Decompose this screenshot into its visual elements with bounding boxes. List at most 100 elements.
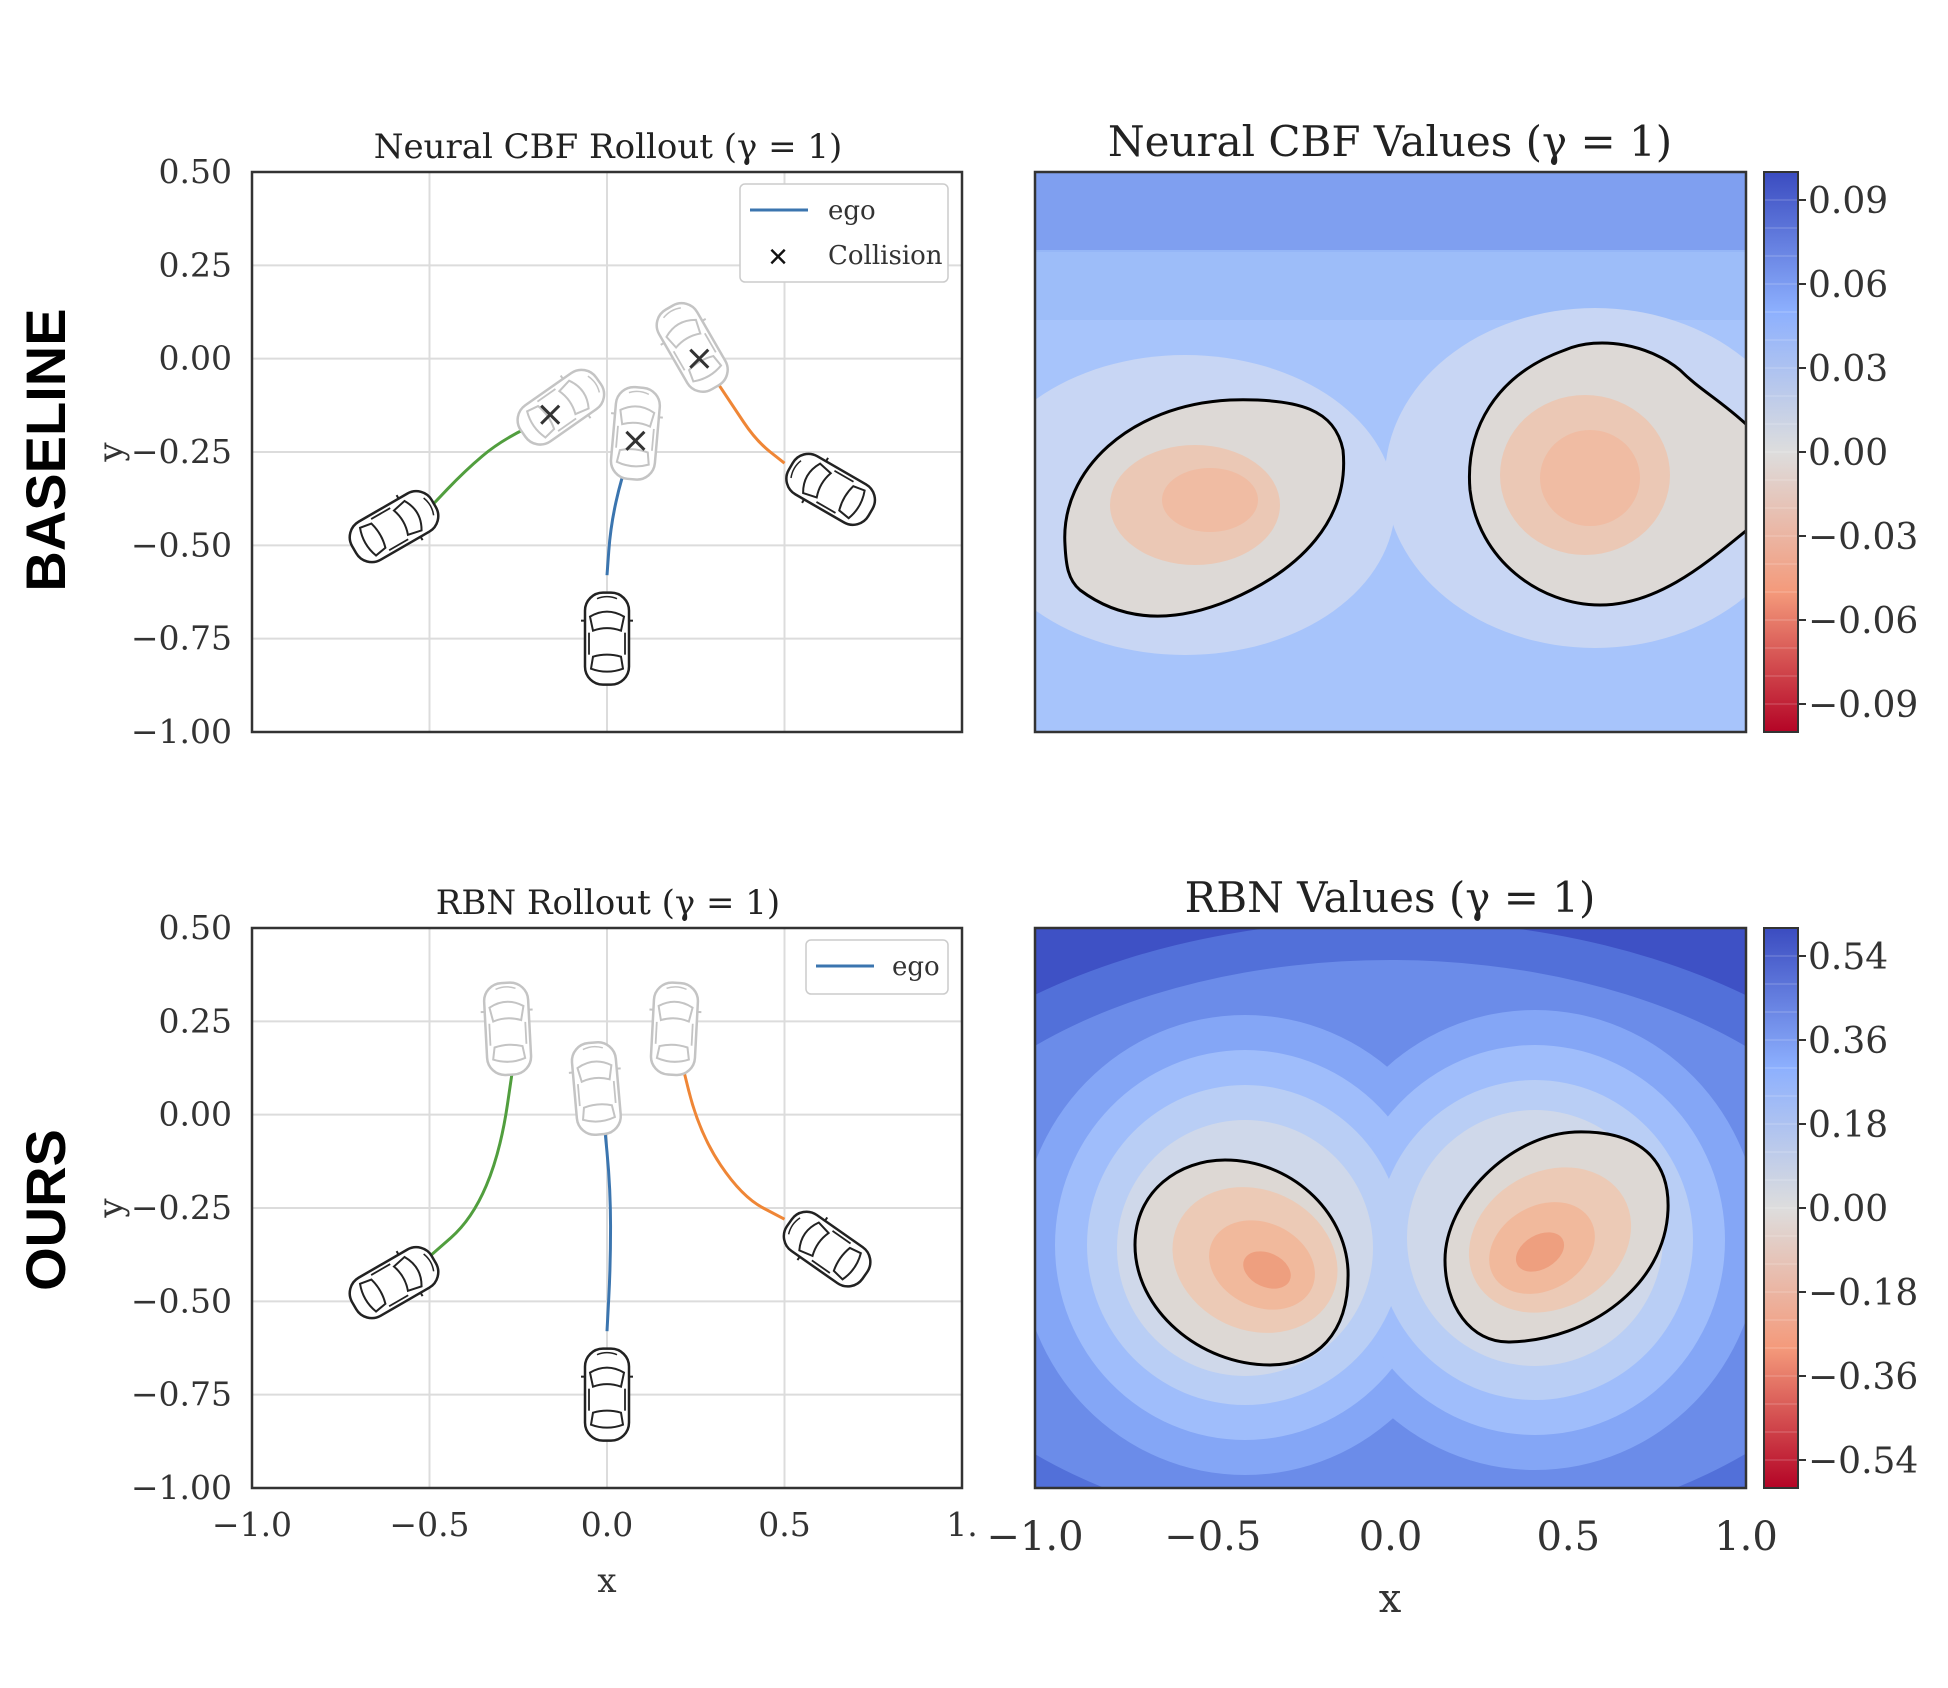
row-label-baseline: BASELINE xyxy=(14,308,77,591)
colorbar-tick-label: −0.54 xyxy=(1808,1441,1918,1482)
colorbar-tick-label: 0.06 xyxy=(1808,265,1888,306)
y-tick-label: −1.00 xyxy=(131,1468,232,1507)
x-tick-label: −0.5 xyxy=(1164,1514,1261,1560)
legend-ego-label: ego xyxy=(892,952,940,982)
neural-cbf-values-panel: Neural CBF Values (γ = 1) 0.090.060.030.… xyxy=(1033,117,1918,734)
colorbar-tick-label: 0.00 xyxy=(1808,433,1888,474)
y-tick-label: 0.50 xyxy=(159,152,232,191)
y-tick-label: −0.25 xyxy=(131,1188,232,1227)
contour-map xyxy=(1035,928,1746,1488)
legend-box xyxy=(805,939,949,995)
contour-level-neg-right-3 xyxy=(1515,1232,1565,1272)
y-tick-label: −1.00 xyxy=(131,712,232,751)
x-tick-label: −1.0 xyxy=(212,1505,292,1544)
colorbar-tick-label: −0.06 xyxy=(1808,601,1918,642)
y-tick-label: 0.25 xyxy=(159,245,232,284)
vehicle-ghost xyxy=(655,301,729,393)
zero-contour-right xyxy=(1467,341,1746,607)
y-tick-label: −0.75 xyxy=(131,619,232,658)
chart-title: RBN Values (γ = 1) xyxy=(1185,873,1596,922)
x-axis-label: x xyxy=(1379,1576,1402,1622)
colorbar-tick-label: 0.18 xyxy=(1808,1105,1888,1146)
x-tick-label: −1.0 xyxy=(986,1514,1083,1560)
legend: ego xyxy=(805,939,949,995)
contour-level-neg-left-3 xyxy=(1243,1251,1291,1289)
vehicles xyxy=(348,981,872,1442)
y-ticks: 0.50 0.25 0.00 −0.25 −0.50 −0.75 −1.00 xyxy=(131,152,232,751)
y-tick-label: 0.00 xyxy=(159,339,232,378)
colorbar-gradient xyxy=(1764,172,1798,732)
colorbar-tick-label: 0.09 xyxy=(1808,181,1888,222)
chart-title: Neural CBF Values (γ = 1) xyxy=(1108,117,1672,166)
vehicle xyxy=(348,1245,440,1320)
x-tick-label: 0.5 xyxy=(758,1505,810,1544)
colorbar-tick-label: 0.36 xyxy=(1808,1021,1888,1062)
y-axis-label: y xyxy=(91,442,131,463)
plot-frame xyxy=(250,170,964,734)
chart-title: RBN Rollout (γ = 1) xyxy=(436,883,780,923)
contour-level-neg-right-inner xyxy=(1540,430,1640,526)
x-tick-label: −0.5 xyxy=(389,1505,469,1544)
collision-marker xyxy=(625,430,646,451)
x-tick-label: 0.0 xyxy=(581,1505,633,1544)
vehicle-ghost xyxy=(516,368,606,446)
y-tick-label: 0.00 xyxy=(159,1095,232,1134)
x-tick-label: 1.0 xyxy=(1714,1514,1778,1560)
colorbar-tick-label: 0.03 xyxy=(1808,349,1888,390)
trajectory-series-2 xyxy=(676,1047,786,1221)
y-tick-label: 0.50 xyxy=(159,908,232,947)
contour-map xyxy=(1035,172,1746,732)
rbn-rollout-panel: RBN Rollout (γ = 1) 0.50 0.25 0.00 −0.25 −0.… xyxy=(91,883,978,1601)
x-ticks: −1.0 −0.5 0.0 0.5 1. xyxy=(212,1505,978,1544)
trajectory-series-0 xyxy=(601,1114,613,1332)
colorbar-tick-label: 0.54 xyxy=(1808,937,1888,978)
x-ticks: −1.0 −0.5 0.0 0.5 1.0 xyxy=(986,1514,1777,1560)
y-axis-label: y xyxy=(91,1198,131,1219)
colorbar: 0.54 0.36 0.18 0.00 −0.18 −0.36 −0.54 xyxy=(1763,927,1918,1489)
y-tick-label: −0.50 xyxy=(131,1281,232,1320)
zero-contour-right xyxy=(1443,1130,1670,1344)
vehicle xyxy=(581,591,633,686)
legend-ego-label: ego xyxy=(828,196,876,226)
y-ticks: 0.50 0.25 0.00 −0.25 −0.50 −0.75 −1.00 xyxy=(131,908,232,1507)
plot-frame xyxy=(1033,170,1748,734)
y-tick-label: −0.50 xyxy=(131,525,232,564)
colorbar-tick-label: 0.00 xyxy=(1808,1189,1888,1230)
y-tick-label: 0.25 xyxy=(159,1001,232,1040)
vehicle xyxy=(348,489,440,564)
colorbar-tick-label: −0.09 xyxy=(1808,685,1918,726)
y-tick-label: −0.25 xyxy=(131,432,232,471)
contour-band-top xyxy=(1035,172,1746,252)
colorbar: 0.09 0.06 0.03 0.00 −0.03 −0.06 −0.09 xyxy=(1763,171,1918,733)
vehicle-ghost xyxy=(649,981,702,1077)
collision-marker xyxy=(540,404,561,425)
legend: ego × Collision xyxy=(739,183,949,283)
collision-markers xyxy=(540,348,710,451)
vehicle-ghost xyxy=(568,1041,623,1137)
trajectory-series-1 xyxy=(428,1054,517,1258)
colorbar-gradient xyxy=(1764,928,1798,1488)
vehicle xyxy=(785,452,877,527)
contour-level-neg-left-inner xyxy=(1162,468,1258,532)
x-axis-label: x xyxy=(597,1561,616,1601)
zero-contour-left xyxy=(1063,398,1346,618)
colorbar-tick-label: −0.18 xyxy=(1808,1273,1918,1314)
zero-contour-left xyxy=(1133,1158,1350,1367)
row-label-ours: OURS xyxy=(14,1129,77,1291)
colorbar-tick-label: −0.03 xyxy=(1808,517,1918,558)
y-tick-label: −0.75 xyxy=(131,1375,232,1414)
legend-collision-swatch: × xyxy=(768,238,788,276)
vehicle xyxy=(782,1210,872,1288)
plot-frame xyxy=(1033,926,1748,1490)
vehicle-ghost xyxy=(480,981,533,1077)
vehicles xyxy=(348,301,877,686)
neural-cbf-rollout-panel: Neural CBF Rollout (γ = 1) 0.50 0.25 0.00 −… xyxy=(91,127,964,751)
vehicle-ghost xyxy=(609,385,663,481)
rbn-values-panel: RBN Values (γ = 1) −1.0 −0.5 0.0 0.5 1 xyxy=(986,873,1918,1622)
x-tick-label: 0.5 xyxy=(1536,1514,1600,1560)
plot-frame xyxy=(250,926,964,1490)
x-tick-label: 1. xyxy=(946,1505,978,1544)
chart-title: Neural CBF Rollout (γ = 1) xyxy=(374,127,843,167)
colorbar-tick-label: −0.36 xyxy=(1808,1357,1918,1398)
